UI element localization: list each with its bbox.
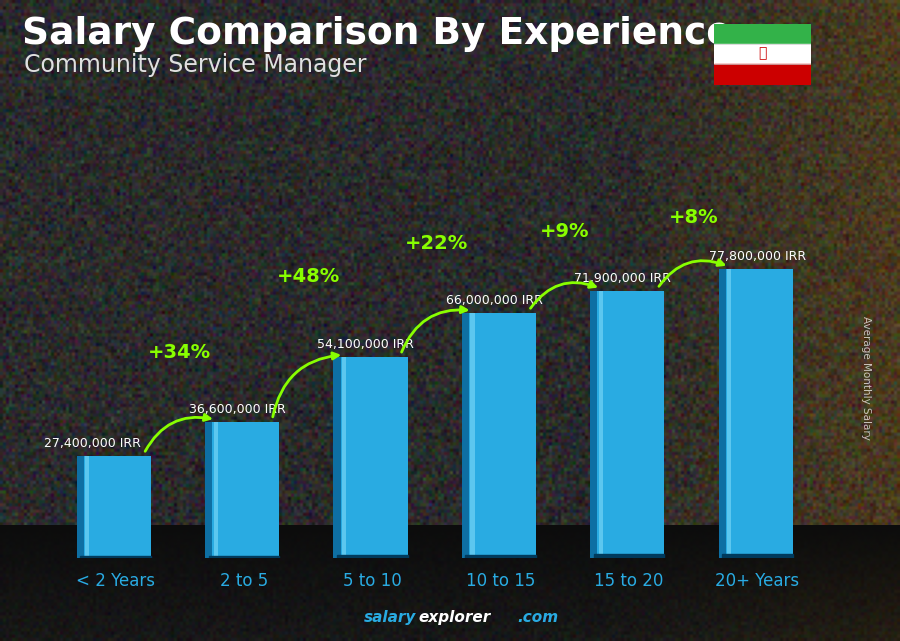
Bar (714, 24, 811, 44)
Bar (80, 556, 151, 558)
Text: 36,600,000 IRR: 36,600,000 IRR (189, 403, 286, 416)
Text: Community Service Manager: Community Service Manager (24, 53, 367, 77)
Text: 77,800,000 IRR: 77,800,000 IRR (709, 251, 806, 263)
Bar (727, 269, 732, 558)
Text: +34%: +34% (148, 343, 211, 362)
Text: +22%: +22% (405, 234, 468, 253)
Bar (714, 44, 811, 64)
Bar (337, 555, 408, 558)
Bar (714, 64, 811, 85)
Text: ﷼: ﷼ (758, 47, 767, 60)
Bar (594, 554, 664, 558)
Text: Salary Comparison By Experience: Salary Comparison By Experience (22, 16, 733, 52)
Bar (342, 357, 346, 558)
Bar (76, 456, 84, 558)
Bar (465, 554, 536, 558)
Bar (213, 422, 218, 558)
Text: .com: .com (518, 610, 559, 625)
Bar (462, 313, 469, 558)
Text: 27,400,000 IRR: 27,400,000 IRR (44, 437, 141, 451)
Bar (598, 291, 603, 558)
Text: 66,000,000 IRR: 66,000,000 IRR (446, 294, 543, 307)
Bar (334, 357, 340, 558)
Bar (722, 554, 793, 558)
Bar (471, 313, 474, 558)
Bar (718, 269, 725, 558)
Text: salary: salary (364, 610, 417, 625)
Bar (80, 456, 151, 558)
Text: 71,900,000 IRR: 71,900,000 IRR (574, 272, 671, 285)
Bar (209, 556, 279, 558)
Bar (205, 422, 212, 558)
Text: 54,100,000 IRR: 54,100,000 IRR (318, 338, 414, 351)
Text: +9%: +9% (540, 222, 590, 242)
Text: +8%: +8% (669, 208, 718, 227)
Bar (722, 269, 793, 558)
Text: explorer: explorer (418, 610, 490, 625)
Text: +48%: +48% (276, 267, 340, 287)
Bar (209, 422, 279, 558)
Bar (594, 291, 664, 558)
Bar (337, 357, 408, 558)
Bar (86, 456, 89, 558)
Bar (465, 313, 536, 558)
Bar (590, 291, 598, 558)
Text: Average Monthly Salary: Average Monthly Salary (860, 316, 871, 440)
